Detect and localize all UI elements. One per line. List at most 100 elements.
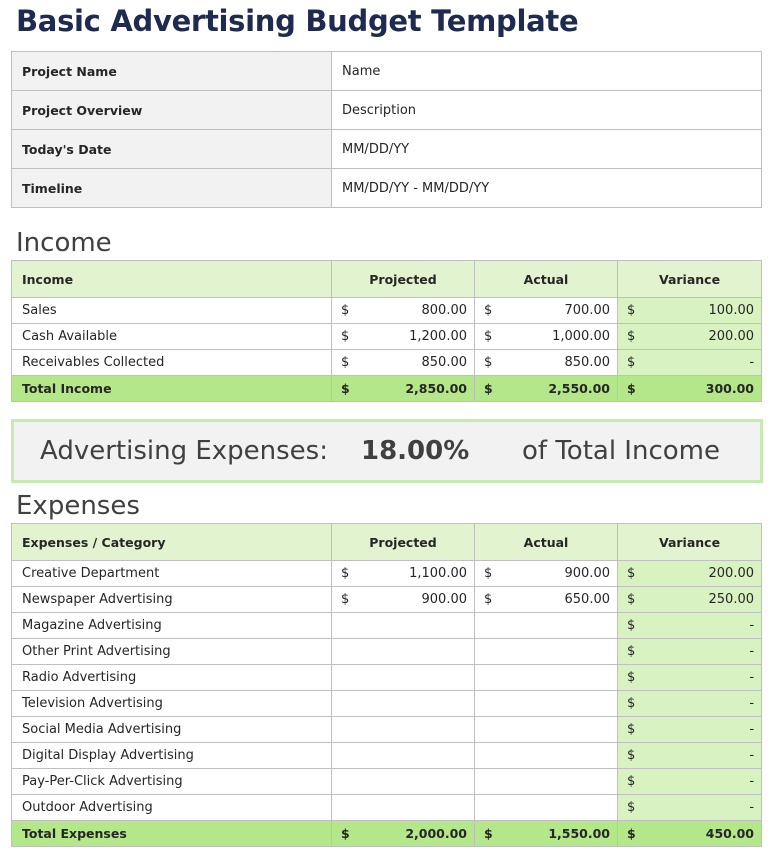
projected-amount[interactable]: 1,200.00 — [351, 323, 475, 350]
projected-amount[interactable] — [351, 742, 475, 769]
project-field-value[interactable]: Description — [331, 90, 762, 130]
variance-amount: 450.00 — [637, 820, 763, 847]
projected-amount: 2,000.00 — [351, 820, 475, 847]
row-label: Total Expenses — [11, 820, 332, 847]
actual-currency: $ — [474, 560, 495, 587]
project-field-label: Timeline — [11, 168, 332, 208]
expenses-heading: Expenses — [16, 491, 140, 521]
actual-amount[interactable] — [494, 638, 618, 665]
page-title: Basic Advertising Budget Template — [16, 4, 579, 38]
variance-amount: - — [637, 638, 763, 665]
actual-amount: 2,550.00 — [494, 375, 618, 402]
project-info-row: Project Overview Description — [11, 90, 762, 130]
actual-amount[interactable] — [494, 716, 618, 743]
projected-currency: $ — [331, 820, 352, 847]
actual-amount[interactable]: 1,000.00 — [494, 323, 618, 350]
projected-currency — [331, 742, 352, 769]
column-header: Expenses / Category — [11, 523, 332, 561]
table-row: Social Media Advertising $ - — [11, 716, 763, 743]
projected-currency: $ — [331, 349, 352, 376]
table-row: Creative Department $1,100.00 $900.00 $200.… — [11, 560, 763, 587]
variance-currency: $ — [617, 716, 638, 743]
column-header: Variance — [616, 523, 763, 561]
column-header: Projected — [331, 260, 475, 298]
table-header-row: Income Projected Actual Variance — [11, 260, 763, 298]
projected-currency — [331, 612, 352, 639]
table-row: Magazine Advertising $ - — [11, 612, 763, 639]
projected-amount[interactable] — [351, 612, 475, 639]
project-field-value[interactable]: MM/DD/YY — [331, 129, 762, 169]
row-label: Other Print Advertising — [11, 638, 332, 665]
actual-amount[interactable]: 650.00 — [494, 586, 618, 613]
project-field-value[interactable]: Name — [331, 51, 762, 91]
column-header: Variance — [616, 260, 763, 298]
actual-amount[interactable] — [494, 664, 618, 691]
actual-currency — [474, 638, 495, 665]
table-row: Digital Display Advertising $ - — [11, 742, 763, 769]
actual-amount[interactable] — [494, 768, 618, 795]
actual-amount[interactable] — [494, 742, 618, 769]
row-label: Radio Advertising — [11, 664, 332, 691]
actual-currency — [474, 742, 495, 769]
table-row: Newspaper Advertising $900.00 $650.00 $250.… — [11, 586, 763, 613]
variance-currency: $ — [617, 560, 638, 587]
income-table: Income Projected Actual Variance Sales $800.0… — [11, 260, 763, 402]
actual-amount[interactable] — [494, 612, 618, 639]
projected-amount: 2,850.00 — [351, 375, 475, 402]
project-field-label: Today's Date — [11, 129, 332, 169]
projected-amount[interactable]: 850.00 — [351, 349, 475, 376]
table-header-row: Expenses / Category Projected Actual Varian… — [11, 523, 763, 561]
projected-amount[interactable]: 900.00 — [351, 586, 475, 613]
projected-currency — [331, 768, 352, 795]
variance-amount: - — [637, 794, 763, 821]
variance-currency: $ — [617, 349, 638, 376]
row-label: Cash Available — [11, 323, 332, 350]
variance-amount: - — [637, 690, 763, 717]
projected-currency — [331, 716, 352, 743]
banner-label: Advertising Expenses: — [40, 436, 328, 466]
variance-amount: - — [637, 768, 763, 795]
actual-amount[interactable]: 850.00 — [494, 349, 618, 376]
row-label: Newspaper Advertising — [11, 586, 332, 613]
actual-currency: $ — [474, 820, 495, 847]
projected-currency: $ — [331, 297, 352, 324]
variance-currency: $ — [617, 638, 638, 665]
actual-currency: $ — [474, 375, 495, 402]
projected-currency — [331, 690, 352, 717]
actual-amount[interactable] — [494, 794, 618, 821]
projected-amount[interactable] — [351, 638, 475, 665]
projected-currency: $ — [331, 586, 352, 613]
variance-amount: 300.00 — [637, 375, 763, 402]
row-label: Creative Department — [11, 560, 332, 587]
total-row: Total Income $2,850.00 $2,550.00 $300.00 — [11, 375, 763, 402]
row-label: Social Media Advertising — [11, 716, 332, 743]
actual-amount[interactable]: 900.00 — [494, 560, 618, 587]
projected-amount[interactable]: 800.00 — [351, 297, 475, 324]
project-info-row: Project Name Name — [11, 51, 762, 91]
variance-currency: $ — [617, 768, 638, 795]
actual-currency: $ — [474, 323, 495, 350]
project-field-value[interactable]: MM/DD/YY - MM/DD/YY — [331, 168, 762, 208]
table-row: Sales $800.00 $700.00 $100.00 — [11, 297, 763, 324]
table-row: Cash Available $1,200.00 $1,000.00 $200.00 — [11, 323, 763, 350]
income-heading: Income — [16, 228, 112, 258]
projected-amount[interactable] — [351, 768, 475, 795]
projected-amount[interactable] — [351, 664, 475, 691]
banner-suffix: of Total Income — [522, 436, 720, 466]
actual-currency: $ — [474, 349, 495, 376]
projected-amount[interactable] — [351, 794, 475, 821]
table-row: Outdoor Advertising $ - — [11, 794, 763, 821]
column-header: Projected — [331, 523, 475, 561]
project-info-row: Today's Date MM/DD/YY — [11, 129, 762, 169]
variance-amount: 250.00 — [637, 586, 763, 613]
projected-currency: $ — [331, 375, 352, 402]
actual-amount[interactable] — [494, 690, 618, 717]
projected-amount[interactable]: 1,100.00 — [351, 560, 475, 587]
projected-currency: $ — [331, 323, 352, 350]
projected-amount[interactable] — [351, 716, 475, 743]
projected-amount[interactable] — [351, 690, 475, 717]
variance-amount: 100.00 — [637, 297, 763, 324]
variance-currency: $ — [617, 323, 638, 350]
actual-amount[interactable]: 700.00 — [494, 297, 618, 324]
variance-amount: 200.00 — [637, 323, 763, 350]
